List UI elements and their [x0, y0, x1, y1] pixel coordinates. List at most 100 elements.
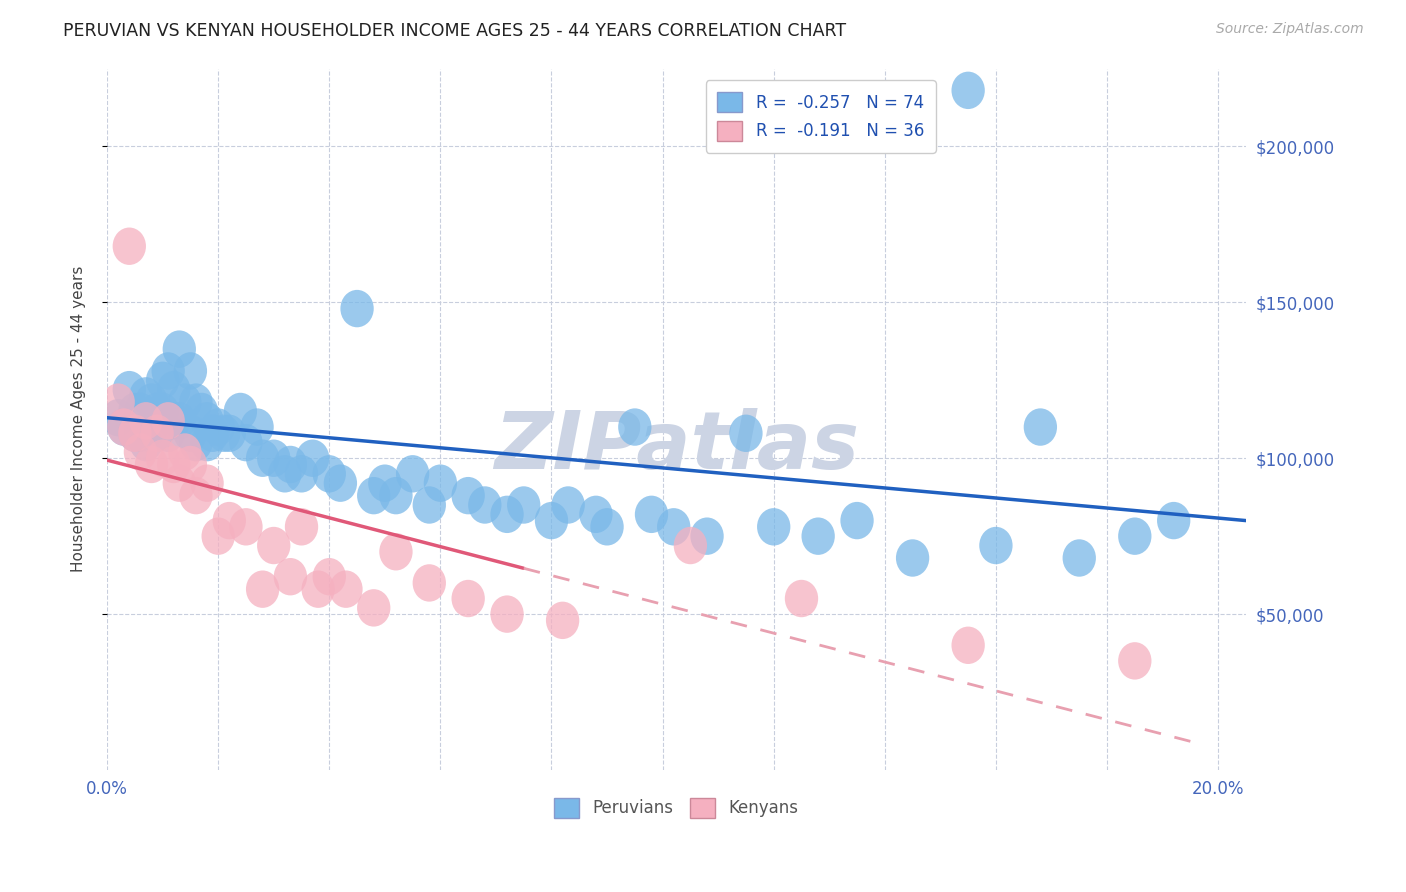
Ellipse shape	[1118, 642, 1152, 680]
Ellipse shape	[169, 434, 201, 471]
Ellipse shape	[112, 227, 146, 265]
Ellipse shape	[129, 424, 163, 461]
Ellipse shape	[229, 508, 263, 546]
Ellipse shape	[1157, 502, 1191, 540]
Ellipse shape	[979, 527, 1012, 565]
Ellipse shape	[112, 371, 146, 409]
Ellipse shape	[135, 409, 169, 446]
Ellipse shape	[229, 424, 263, 461]
Ellipse shape	[184, 392, 218, 430]
Ellipse shape	[508, 486, 540, 524]
Ellipse shape	[551, 486, 585, 524]
Ellipse shape	[129, 402, 163, 440]
Ellipse shape	[141, 392, 174, 430]
Ellipse shape	[1063, 540, 1095, 577]
Ellipse shape	[841, 502, 873, 540]
Ellipse shape	[579, 496, 613, 533]
Ellipse shape	[451, 477, 485, 515]
Ellipse shape	[146, 392, 180, 430]
Ellipse shape	[657, 508, 690, 546]
Ellipse shape	[396, 455, 429, 492]
Ellipse shape	[295, 440, 329, 477]
Ellipse shape	[301, 571, 335, 607]
Ellipse shape	[451, 580, 485, 617]
Ellipse shape	[124, 434, 157, 471]
Ellipse shape	[1024, 409, 1057, 446]
Ellipse shape	[152, 415, 184, 452]
Ellipse shape	[101, 399, 135, 436]
Ellipse shape	[785, 580, 818, 617]
Ellipse shape	[546, 601, 579, 639]
Ellipse shape	[129, 377, 163, 415]
Ellipse shape	[312, 455, 346, 492]
Ellipse shape	[207, 415, 240, 452]
Ellipse shape	[274, 446, 307, 483]
Ellipse shape	[323, 465, 357, 502]
Ellipse shape	[312, 558, 346, 595]
Ellipse shape	[491, 595, 523, 632]
Ellipse shape	[952, 626, 984, 664]
Ellipse shape	[174, 415, 207, 452]
Ellipse shape	[180, 424, 212, 461]
Ellipse shape	[246, 440, 280, 477]
Ellipse shape	[146, 361, 180, 399]
Ellipse shape	[368, 465, 402, 502]
Ellipse shape	[180, 477, 212, 515]
Ellipse shape	[673, 527, 707, 565]
Ellipse shape	[491, 496, 523, 533]
Ellipse shape	[107, 409, 141, 446]
Ellipse shape	[274, 558, 307, 595]
Ellipse shape	[163, 402, 195, 440]
Ellipse shape	[412, 486, 446, 524]
Ellipse shape	[195, 415, 229, 452]
Ellipse shape	[212, 502, 246, 540]
Ellipse shape	[118, 415, 152, 452]
Ellipse shape	[118, 392, 152, 430]
Ellipse shape	[357, 477, 391, 515]
Ellipse shape	[380, 477, 412, 515]
Ellipse shape	[285, 508, 318, 546]
Ellipse shape	[412, 565, 446, 601]
Ellipse shape	[101, 384, 135, 421]
Ellipse shape	[329, 571, 363, 607]
Ellipse shape	[257, 527, 291, 565]
Ellipse shape	[190, 402, 224, 440]
Ellipse shape	[357, 590, 391, 626]
Ellipse shape	[212, 415, 246, 452]
Ellipse shape	[141, 415, 174, 452]
Text: Source: ZipAtlas.com: Source: ZipAtlas.com	[1216, 22, 1364, 37]
Ellipse shape	[423, 465, 457, 502]
Ellipse shape	[135, 384, 169, 421]
Ellipse shape	[240, 409, 274, 446]
Ellipse shape	[152, 402, 184, 440]
Ellipse shape	[257, 440, 291, 477]
Ellipse shape	[157, 371, 190, 409]
Ellipse shape	[1118, 517, 1152, 555]
Ellipse shape	[591, 508, 624, 546]
Ellipse shape	[380, 533, 412, 571]
Ellipse shape	[141, 415, 174, 452]
Ellipse shape	[107, 409, 141, 446]
Ellipse shape	[952, 71, 984, 109]
Ellipse shape	[619, 409, 651, 446]
Ellipse shape	[152, 352, 184, 390]
Ellipse shape	[636, 496, 668, 533]
Ellipse shape	[801, 517, 835, 555]
Ellipse shape	[146, 440, 180, 477]
Ellipse shape	[224, 392, 257, 430]
Ellipse shape	[201, 409, 235, 446]
Ellipse shape	[157, 402, 190, 440]
Ellipse shape	[190, 424, 224, 461]
Ellipse shape	[135, 446, 169, 483]
Ellipse shape	[190, 465, 224, 502]
Ellipse shape	[174, 352, 207, 390]
Ellipse shape	[896, 540, 929, 577]
Ellipse shape	[246, 571, 280, 607]
Text: PERUVIAN VS KENYAN HOUSEHOLDER INCOME AGES 25 - 44 YEARS CORRELATION CHART: PERUVIAN VS KENYAN HOUSEHOLDER INCOME AG…	[63, 22, 846, 40]
Ellipse shape	[285, 455, 318, 492]
Ellipse shape	[163, 465, 195, 502]
Ellipse shape	[756, 508, 790, 546]
Ellipse shape	[157, 446, 190, 483]
Ellipse shape	[690, 517, 724, 555]
Text: ZIPatlas: ZIPatlas	[494, 409, 859, 486]
